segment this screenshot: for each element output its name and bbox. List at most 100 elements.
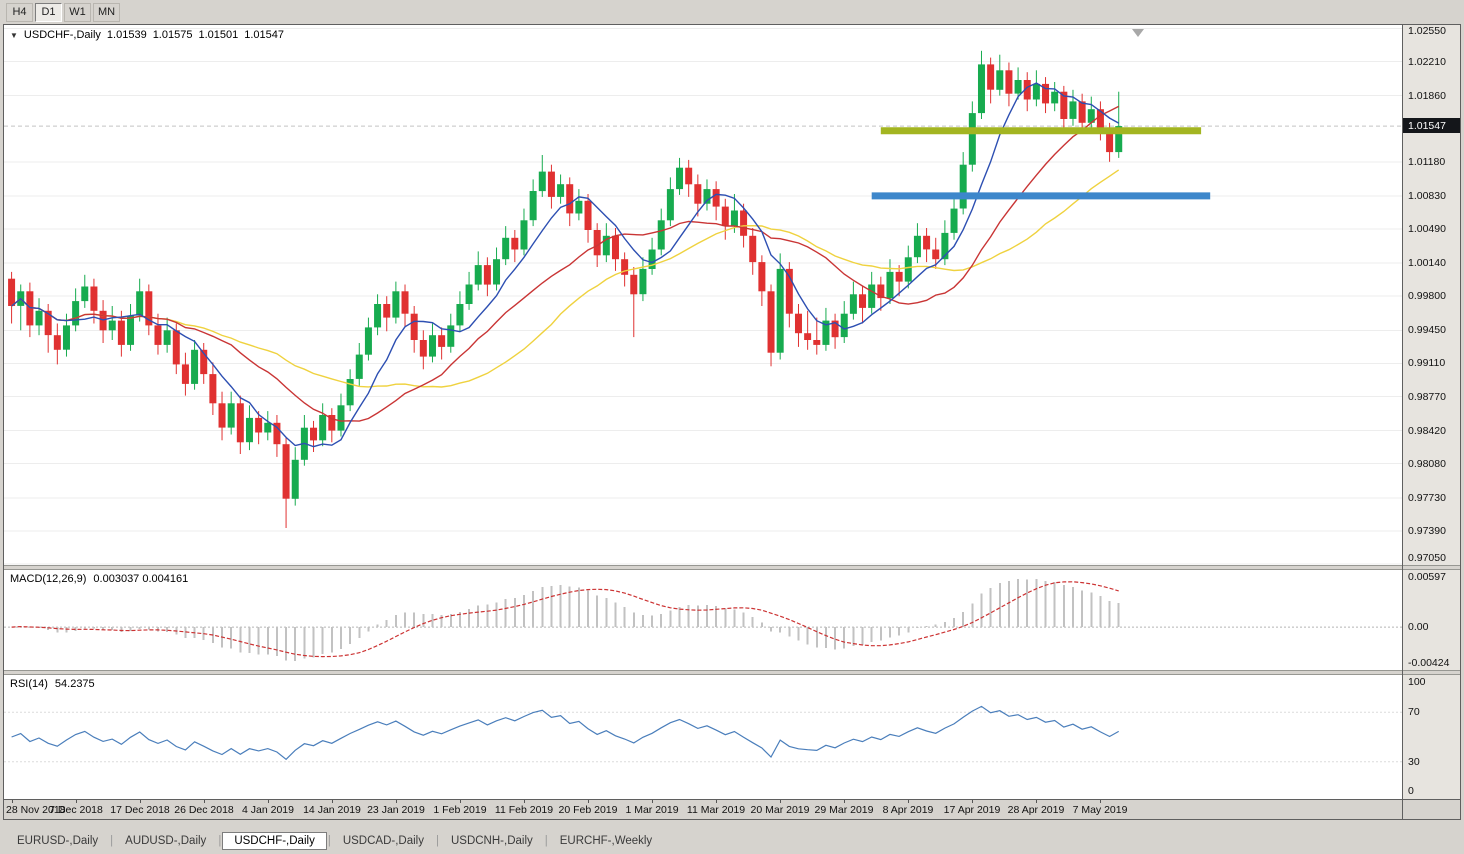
date-axis-tick (12, 800, 13, 803)
date-axis-label: 23 Jan 2019 (367, 804, 425, 816)
ma-medium-red (11, 105, 1120, 422)
date-axis-tick (844, 800, 845, 803)
price-scale-label: 1.00490 (1408, 223, 1446, 236)
date-axis-label: 11 Mar 2019 (686, 804, 746, 816)
price-scale-column: 1.02550 1.02210 1.01860 1.01180 1.00830 1.004… (1402, 25, 1460, 819)
price-scale-label: 1.02210 (1408, 55, 1446, 68)
price-scale-label: 0.97050 (1408, 552, 1446, 564)
tab-separator: | (544, 835, 548, 847)
date-axis-tick (524, 800, 525, 803)
date-axis-label: 14 Jan 2019 (303, 804, 361, 816)
toolbar: H4 D1 W1 MN (0, 0, 1464, 24)
date-axis-tick (76, 800, 77, 803)
rsi-scale-label: 70 (1408, 706, 1420, 719)
macd-scale[interactable]: 0.00597 0.00 -0.00424 (1403, 570, 1460, 670)
rsi-scale[interactable]: 100 70 30 0 (1403, 675, 1460, 799)
macd-values: 0.003037 0.004161 (93, 573, 189, 585)
price-scale-label: 1.02550 (1408, 25, 1446, 37)
date-axis-label: 28 Apr 2019 (1007, 804, 1065, 816)
rsi-indicator-label: RSI(14) 54.2375 (10, 678, 95, 690)
timeframe-button-mn[interactable]: MN (93, 2, 121, 22)
chart-area: ▼ USDCHF-,Daily 1.01539 1.01575 1.01501 … (3, 24, 1461, 820)
timeframe-button-w1[interactable]: W1 (64, 2, 91, 22)
price-scale-label: 1.01180 (1408, 155, 1446, 168)
price-scale[interactable]: 1.02550 1.02210 1.01860 1.01180 1.00830 1.004… (1403, 25, 1460, 565)
date-axis-tick (588, 800, 589, 803)
price-scale-label: 0.97390 (1408, 524, 1446, 537)
date-axis-tick (460, 800, 461, 803)
date-axis-tick (1036, 800, 1037, 803)
rsi-chart[interactable] (4, 675, 1402, 799)
tab-eurchf-weekly[interactable]: EURCHF-,Weekly (559, 835, 653, 847)
scale-splitter (1403, 670, 1460, 675)
status-strip (0, 820, 1464, 828)
timeframe-button-d1[interactable]: D1 (35, 2, 62, 22)
date-axis-label: 29 Mar 2019 (814, 804, 874, 816)
tab-separator: | (327, 835, 331, 847)
macd-histogram (19, 578, 1120, 661)
date-axis-tick (332, 800, 333, 803)
rsi-scale-label: 30 (1408, 755, 1420, 768)
chart-shift-icon[interactable] (1132, 29, 1144, 37)
tab-audusd-daily[interactable]: AUDUSD-,Daily (125, 835, 207, 847)
chart-symbol-label: USDCHF-,Daily (23, 29, 101, 41)
tab-usdcnh-daily[interactable]: USDCNH-,Daily (450, 835, 533, 847)
scale-splitter (1403, 565, 1460, 570)
panel-splitter[interactable] (4, 670, 1402, 675)
plot-column: ▼ USDCHF-,Daily 1.01539 1.01575 1.01501 … (4, 25, 1402, 819)
date-axis-label: 11 Feb 2019 (494, 804, 554, 816)
date-axis-label: 26 Dec 2018 (174, 804, 234, 816)
ohlc-low: 1.01501 (198, 29, 239, 41)
tab-usdcad-daily[interactable]: USDCAD-,Daily (342, 835, 424, 847)
date-axis[interactable]: 28 Nov 2018 7 Dec 2018 17 Dec 2018 26 Dec 2… (4, 799, 1402, 819)
macd-chart[interactable] (4, 570, 1402, 670)
macd-scale-label: -0.00424 (1408, 657, 1450, 669)
price-scale-label: 0.98080 (1408, 457, 1446, 470)
price-scale-label: 0.99450 (1408, 324, 1446, 337)
date-axis-tick (716, 800, 717, 803)
tab-eurusd-daily[interactable]: EURUSD-,Daily (17, 835, 99, 847)
date-axis-label: 7 Dec 2018 (49, 804, 103, 816)
date-axis-tick (1100, 800, 1101, 803)
price-scale-label: 0.99110 (1408, 357, 1446, 370)
current-price-badge: 1.01547 (1403, 118, 1460, 133)
main-price-panel: ▼ USDCHF-,Daily 1.01539 1.01575 1.01501 … (4, 25, 1402, 565)
date-axis-label: 8 Apr 2019 (882, 804, 934, 816)
macd-name: MACD(12,26,9) (10, 573, 87, 585)
price-scale-label: 1.00140 (1408, 257, 1446, 270)
tab-bar: EURUSD-,Daily | AUDUSD-,Daily | USDCHF-,Dail… (0, 828, 1464, 854)
price-chart[interactable] (4, 25, 1402, 565)
tab-separator: | (435, 835, 439, 847)
ma-slow-yellow (11, 169, 1120, 388)
price-scale-label: 0.97730 (1408, 491, 1446, 504)
rsi-name: RSI(14) (10, 678, 48, 690)
ohlc-high: 1.01575 (152, 29, 193, 41)
tab-separator: | (110, 835, 114, 847)
date-axis-tick (204, 800, 205, 803)
timeframe-button-h4[interactable]: H4 (6, 2, 33, 22)
ma-fast-blue (11, 82, 1120, 448)
tab-usdchf-daily[interactable]: USDCHF-,Daily (222, 832, 327, 850)
rsi-scale-label: 100 (1408, 676, 1426, 688)
chart-header: ▼ USDCHF-,Daily 1.01539 1.01575 1.01501 … (10, 29, 284, 41)
scale-corner (1403, 799, 1460, 819)
macd-panel: MACD(12,26,9) 0.003037 0.004161 (4, 570, 1402, 670)
rsi-panel: RSI(14) 54.2375 (4, 675, 1402, 799)
price-scale-label: 0.98770 (1408, 390, 1446, 403)
date-axis-tick (972, 800, 973, 803)
candles (8, 50, 1123, 528)
symbol-dropdown-icon[interactable]: ▼ (10, 30, 18, 40)
date-axis-tick (908, 800, 909, 803)
price-scale-label: 0.98420 (1408, 424, 1446, 437)
ohlc-open: 1.01539 (106, 29, 147, 41)
date-axis-label: 17 Apr 2019 (943, 804, 1001, 816)
date-axis-label: 17 Dec 2018 (110, 804, 170, 816)
macd-indicator-label: MACD(12,26,9) 0.003037 0.004161 (10, 573, 188, 585)
date-axis-tick (652, 800, 653, 803)
date-axis-tick (268, 800, 269, 803)
price-scale-label: 1.00830 (1408, 189, 1446, 202)
panel-splitter[interactable] (4, 565, 1402, 570)
date-axis-tick (780, 800, 781, 803)
date-axis-label: 4 Jan 2019 (242, 804, 294, 816)
